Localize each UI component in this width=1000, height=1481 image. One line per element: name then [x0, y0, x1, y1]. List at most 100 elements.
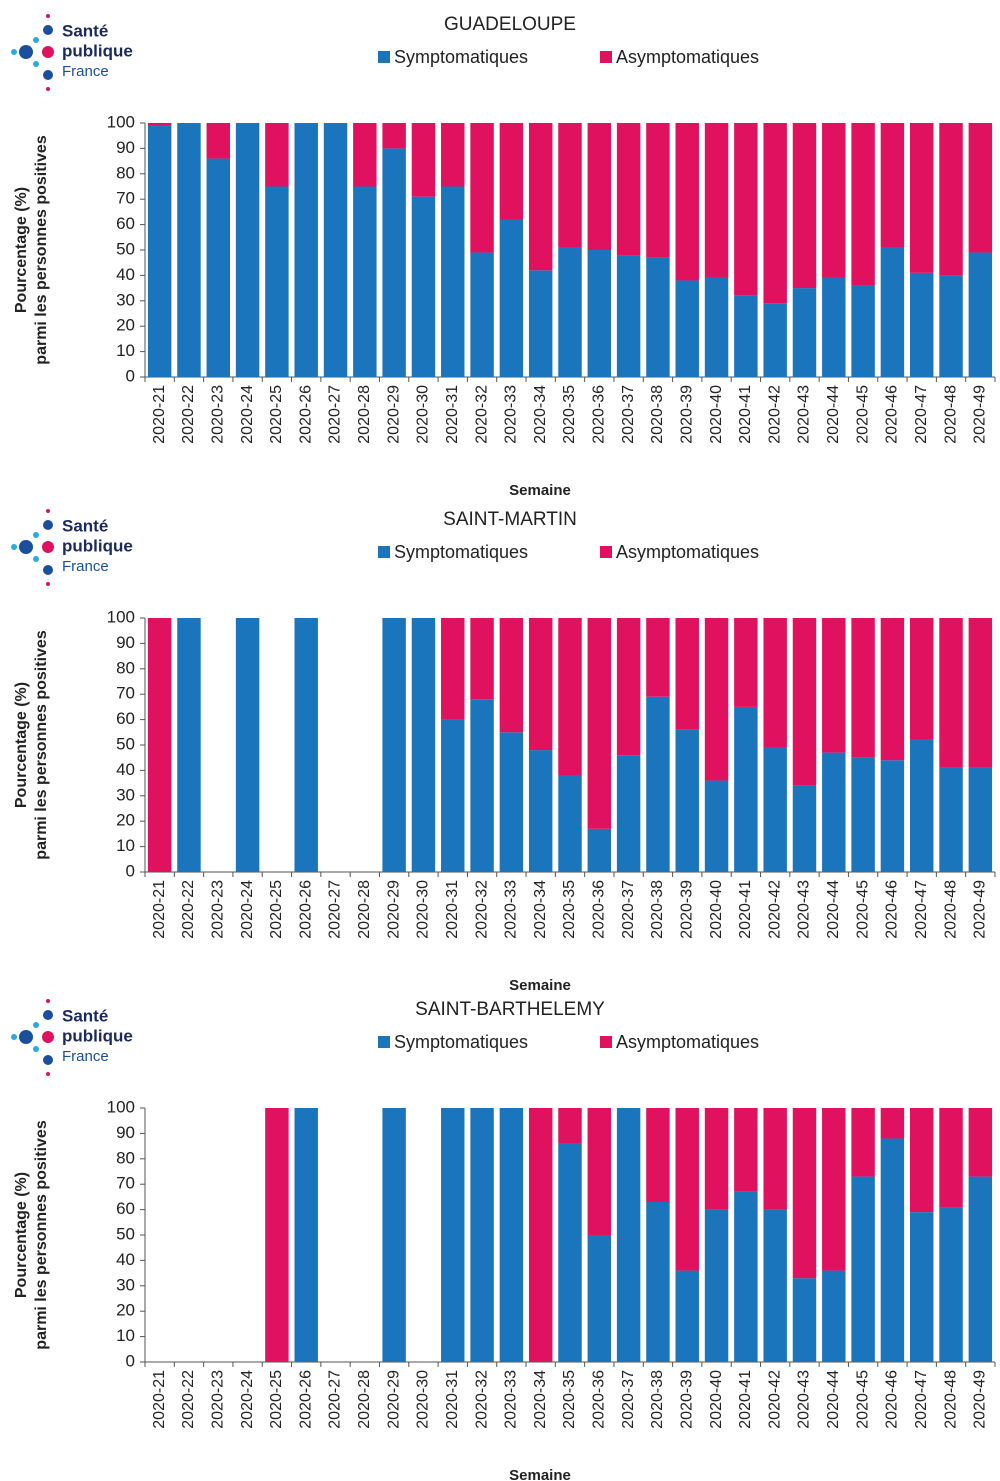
bar-segment — [939, 1108, 963, 1208]
bar-segment — [822, 752, 846, 872]
x-tick-label: 2020-36 — [591, 385, 608, 444]
y-tick-label: 10 — [116, 1326, 135, 1345]
bar-segment — [558, 1108, 582, 1144]
x-tick-label: 2020-27 — [327, 1370, 344, 1429]
x-tick-label: 2020-32 — [473, 1370, 490, 1429]
y-tick-label: 40 — [116, 1250, 135, 1269]
y-tick-label: 80 — [116, 163, 135, 182]
bar-segment — [411, 123, 436, 197]
logo-text: Santé — [62, 21, 108, 40]
bar-segment — [968, 1108, 993, 1177]
bar-segment — [880, 1138, 905, 1362]
bar-segment — [675, 1108, 699, 1271]
bar-segment — [939, 767, 963, 872]
bar-segment — [880, 247, 905, 377]
bar-segment — [616, 618, 641, 756]
bar-segment — [587, 618, 612, 829]
x-tick-label: 2020-31 — [444, 385, 461, 444]
bar-segment — [939, 123, 963, 276]
y-tick-label: 100 — [107, 112, 135, 131]
bar-segment — [675, 729, 699, 872]
logo-dot — [46, 87, 50, 91]
logo-dot — [19, 1030, 33, 1044]
x-tick-label: 2020-22 — [180, 385, 197, 444]
x-tick-label: 2020-25 — [268, 880, 285, 939]
bar-segment — [792, 1278, 817, 1362]
legend-label: Symptomatiques — [394, 1032, 528, 1052]
bar-segment — [382, 618, 406, 872]
y-tick-label: 50 — [116, 1224, 135, 1243]
x-tick-label: 2020-40 — [708, 385, 725, 444]
x-tick-label: 2020-26 — [297, 385, 314, 444]
x-axis-label: Semaine — [509, 1467, 571, 1481]
bar-segment — [470, 1108, 494, 1362]
bar-segment — [587, 1235, 612, 1362]
bar-segment — [147, 123, 172, 126]
bar-segment — [822, 1108, 846, 1271]
y-tick-label: 90 — [116, 1123, 135, 1142]
bar-segment — [616, 123, 641, 256]
x-tick-label: 2020-47 — [913, 385, 930, 444]
y-tick-label: 80 — [116, 1148, 135, 1167]
bar-segment — [177, 123, 201, 377]
logo-dot — [42, 541, 54, 553]
x-tick-label: 2020-23 — [209, 880, 226, 939]
bar-segment — [235, 618, 260, 872]
y-tick-label: 90 — [116, 138, 135, 157]
x-tick-label: 2020-31 — [444, 880, 461, 939]
x-tick-label: 2020-34 — [532, 385, 549, 444]
x-tick-label: 2020-24 — [239, 1370, 256, 1429]
y-tick-label: 100 — [107, 1097, 135, 1116]
x-tick-label: 2020-22 — [180, 1370, 197, 1429]
bar-segment — [792, 785, 817, 872]
bar-segment — [646, 618, 670, 697]
bar-segment — [851, 757, 875, 872]
x-tick-label: 2020-34 — [532, 1370, 549, 1429]
bar-segment — [499, 123, 524, 220]
x-tick-label: 2020-26 — [297, 880, 314, 939]
x-tick-label: 2020-39 — [678, 1370, 695, 1429]
bar-segment — [382, 123, 406, 149]
bar-segment — [646, 123, 670, 258]
y-axis-label: Pourcentage (%) — [13, 1172, 30, 1298]
logo-text: publique — [62, 536, 133, 555]
x-tick-label: 2020-45 — [854, 385, 871, 444]
x-tick-label: 2020-40 — [708, 880, 725, 939]
y-tick-label: 50 — [116, 734, 135, 753]
bar-segment — [441, 618, 465, 720]
bar-segment — [558, 123, 582, 248]
logo-dot — [11, 544, 17, 550]
x-tick-label: 2020-41 — [737, 1370, 754, 1429]
bar-segment — [470, 252, 494, 377]
bar-segment — [265, 186, 289, 377]
x-tick-label: 2020-29 — [385, 385, 402, 444]
bar-segment — [734, 1108, 758, 1192]
y-axis-label: Pourcentage (%) — [13, 187, 30, 313]
bar-segment — [470, 618, 494, 700]
x-tick-label: 2020-41 — [737, 880, 754, 939]
x-tick-label: 2020-24 — [239, 385, 256, 444]
logo-dot — [19, 540, 33, 554]
logo-dot — [33, 532, 39, 538]
bar-segment — [558, 618, 582, 776]
bar-segment — [353, 186, 377, 377]
bar-segment — [704, 1108, 729, 1210]
bar-segment — [968, 618, 993, 768]
bar-segment — [792, 288, 817, 377]
bar-segment — [822, 1270, 846, 1362]
bar-segment — [792, 123, 817, 289]
x-tick-label: 2020-47 — [913, 880, 930, 939]
bar-segment — [382, 1108, 406, 1362]
y-tick-label: 60 — [116, 214, 135, 233]
y-tick-label: 30 — [116, 290, 135, 309]
x-tick-label: 2020-39 — [678, 385, 695, 444]
bar-segment — [382, 148, 406, 377]
legend-swatch — [600, 546, 612, 558]
y-tick-label: 20 — [116, 811, 135, 830]
x-tick-label: 2020-48 — [942, 880, 959, 939]
bar-segment — [294, 123, 318, 377]
bar-segment — [147, 125, 172, 377]
legend-label: Symptomatiques — [394, 47, 528, 67]
